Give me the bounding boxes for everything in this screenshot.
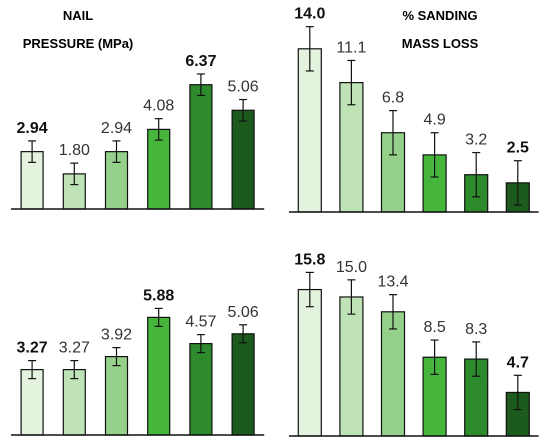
error-bar — [389, 294, 397, 330]
value-label: 5.06 — [228, 304, 259, 321]
value-label: 6.37 — [185, 53, 216, 70]
chart-title-line: MASS LOSS — [402, 36, 479, 51]
bar — [231, 109, 255, 210]
error-bar — [347, 279, 356, 315]
value-label: 1.80 — [59, 142, 90, 159]
nail-pressure-bottom-panel: 3.27 3.27 3.92 5.88 4.57 5.06 — [11, 287, 265, 436]
error-bar — [70, 360, 79, 380]
error-bar — [28, 360, 37, 380]
error-bar — [389, 109, 397, 156]
value-label: 4.08 — [143, 98, 174, 115]
chart-title-line: NAIL — [63, 8, 93, 23]
value-label: 8.5 — [423, 319, 445, 336]
sanding-mass-loss-top-panel: % SANDING MASS LOSS 14.0 11.1 6.8 4.9 3.2 2.5 — [289, 6, 539, 213]
value-label: 15.8 — [294, 251, 325, 268]
bar — [147, 316, 171, 436]
value-label: 11.1 — [336, 39, 366, 56]
error-bar — [196, 73, 205, 97]
bar — [62, 369, 86, 436]
value-label: 2.94 — [17, 120, 48, 137]
error-bar — [305, 271, 314, 308]
value-label: 6.8 — [382, 90, 404, 107]
value-label: 13.4 — [377, 274, 408, 291]
bar — [380, 311, 406, 437]
value-label: 2.5 — [507, 140, 529, 157]
error-bar — [430, 132, 439, 178]
bar — [189, 84, 213, 210]
error-bar — [239, 98, 248, 122]
value-label: 8.3 — [465, 321, 487, 338]
error-bar — [513, 160, 522, 206]
bar — [189, 343, 213, 436]
error-bar — [112, 140, 121, 163]
nail-pressure-top-panel: NAIL PRESSURE (MPa) 2.94 1.80 2.94 4.08 6.37 5.… — [11, 8, 265, 210]
error-bar — [305, 26, 314, 72]
error-bar — [513, 374, 522, 411]
sanding-mass-loss-bottom-panel: 15.8 15.0 13.4 8.5 8.3 4.7 — [289, 251, 539, 437]
value-label: 5.06 — [228, 79, 259, 96]
value-label: 15.0 — [336, 259, 367, 276]
value-label: 3.92 — [101, 327, 132, 344]
value-label: 4.57 — [185, 314, 216, 331]
chart-title-line: % SANDING — [402, 8, 477, 23]
bar — [297, 48, 322, 213]
bar — [20, 369, 44, 436]
value-label: 14.0 — [294, 6, 325, 23]
bar — [147, 128, 171, 210]
error-bar — [28, 140, 37, 163]
error-bar — [472, 151, 481, 198]
error-bar — [430, 339, 439, 375]
bar — [297, 288, 322, 437]
error-bar — [70, 162, 79, 186]
error-bar — [154, 307, 163, 327]
value-label: 3.2 — [465, 132, 487, 149]
value-label: 4.7 — [507, 354, 529, 371]
value-label: 3.27 — [17, 340, 48, 357]
error-bar — [196, 334, 205, 354]
bar — [339, 296, 364, 437]
error-bar — [472, 341, 481, 377]
value-label: 3.27 — [59, 340, 90, 357]
error-bar — [154, 118, 163, 141]
chart-title-line: PRESSURE (MPa) — [23, 36, 134, 51]
value-label: 5.88 — [143, 287, 174, 304]
error-bar — [239, 324, 248, 344]
error-bar — [347, 59, 356, 106]
bar — [231, 333, 255, 436]
error-bar — [112, 347, 121, 367]
value-label: 4.9 — [423, 112, 445, 129]
value-label: 2.94 — [101, 120, 132, 137]
bar — [104, 356, 129, 436]
